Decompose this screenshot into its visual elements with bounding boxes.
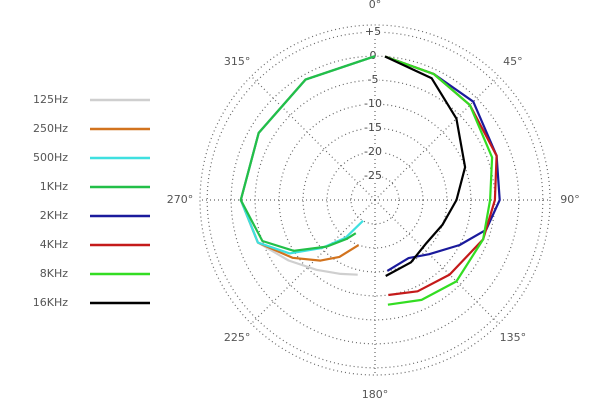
legend-label: 125Hz	[33, 93, 68, 106]
legend-label: 16KHz	[33, 296, 68, 309]
ring	[326, 151, 424, 249]
ring-label: -5	[368, 73, 379, 86]
legend-label: 2KHz	[40, 209, 68, 222]
ring-label: -15	[364, 121, 382, 134]
ring	[350, 175, 400, 225]
polar-curve	[239, 55, 376, 276]
ring-label: -20	[364, 145, 382, 158]
legend-label: 4KHz	[40, 238, 68, 251]
angle-label: 225°	[224, 331, 251, 344]
legend-label: 500Hz	[33, 151, 68, 164]
spoke	[250, 75, 376, 201]
ring-label: -10	[364, 97, 382, 110]
legend-label: 1KHz	[40, 180, 68, 193]
legend-label: 8KHz	[40, 267, 68, 280]
angle-label: 135°	[500, 331, 527, 344]
outer-ring	[199, 24, 551, 376]
ring	[206, 31, 544, 369]
ring-label: +5	[365, 25, 381, 38]
polar-curve	[239, 55, 376, 255]
angle-label: 180°	[362, 388, 389, 400]
legend-label: 250Hz	[33, 122, 68, 135]
spoke	[250, 199, 376, 325]
ring-label: -25	[364, 169, 382, 182]
polar-curve	[239, 55, 376, 252]
angle-label: 90°	[560, 193, 580, 206]
ring	[302, 127, 448, 273]
polar-curve	[384, 55, 467, 277]
ring	[278, 103, 472, 297]
angle-label: 0°	[369, 0, 382, 11]
spoke	[374, 199, 500, 325]
angle-label: 45°	[503, 55, 523, 68]
polar-curve	[384, 55, 494, 306]
ring	[230, 55, 520, 345]
angle-label: 270°	[167, 193, 194, 206]
spoke	[374, 75, 500, 201]
ring-label: 0	[370, 49, 377, 62]
polar-curve	[384, 55, 501, 272]
angle-label: 315°	[224, 55, 251, 68]
